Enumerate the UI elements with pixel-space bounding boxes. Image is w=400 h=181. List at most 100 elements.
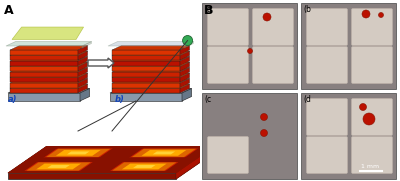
Polygon shape [78,45,88,54]
Polygon shape [78,51,88,60]
Polygon shape [77,146,146,173]
Polygon shape [112,72,180,77]
Circle shape [362,10,370,18]
Polygon shape [10,45,88,50]
Polygon shape [176,146,214,179]
Polygon shape [10,79,88,83]
Polygon shape [47,165,70,168]
Polygon shape [10,61,78,66]
Text: (c: (c [204,95,211,104]
Polygon shape [112,162,176,171]
Polygon shape [112,61,180,66]
Polygon shape [180,73,190,82]
Polygon shape [67,151,90,154]
FancyArrow shape [88,58,114,68]
Polygon shape [24,157,199,162]
Circle shape [260,129,268,136]
Polygon shape [78,56,88,66]
Polygon shape [56,150,101,156]
FancyBboxPatch shape [208,47,248,83]
Polygon shape [132,149,196,157]
Polygon shape [10,51,88,56]
Polygon shape [10,89,78,93]
Polygon shape [112,56,190,61]
Polygon shape [10,56,88,61]
Polygon shape [116,69,176,85]
Polygon shape [112,45,190,50]
Polygon shape [6,41,92,46]
Polygon shape [108,41,194,46]
Polygon shape [180,62,190,71]
Bar [202,93,297,179]
Text: a): a) [8,95,18,104]
Polygon shape [133,165,156,168]
Polygon shape [10,84,88,89]
Polygon shape [182,89,192,101]
Polygon shape [112,83,180,87]
Polygon shape [112,79,190,83]
Circle shape [363,113,375,125]
Polygon shape [26,162,91,171]
Polygon shape [44,146,214,149]
FancyBboxPatch shape [208,136,248,174]
Polygon shape [112,89,180,93]
Polygon shape [112,50,180,54]
Polygon shape [10,73,88,77]
Polygon shape [112,84,190,89]
Text: B: B [204,4,214,17]
Polygon shape [10,62,88,66]
FancyBboxPatch shape [306,98,348,136]
Circle shape [378,12,384,18]
Polygon shape [8,93,80,101]
Polygon shape [10,56,78,60]
Polygon shape [36,164,81,169]
Polygon shape [82,41,92,48]
Polygon shape [112,68,190,72]
Polygon shape [110,93,182,101]
Polygon shape [8,89,90,93]
FancyBboxPatch shape [352,98,392,136]
Polygon shape [180,68,190,77]
Circle shape [248,49,252,54]
Polygon shape [180,45,190,54]
Polygon shape [8,146,214,173]
FancyBboxPatch shape [352,136,392,174]
FancyBboxPatch shape [306,47,348,83]
Polygon shape [78,73,88,82]
Polygon shape [142,150,186,156]
Polygon shape [112,73,190,77]
Bar [301,3,396,89]
Circle shape [360,104,366,110]
Polygon shape [46,149,110,157]
Polygon shape [122,164,167,169]
Text: A: A [4,4,14,17]
Polygon shape [10,50,78,54]
Circle shape [182,35,193,45]
Polygon shape [10,66,78,71]
Polygon shape [112,51,190,56]
Polygon shape [180,51,190,60]
Polygon shape [112,62,190,66]
Polygon shape [110,89,192,93]
Text: (a: (a [204,5,212,14]
Polygon shape [8,146,214,173]
Polygon shape [112,77,180,82]
Circle shape [260,113,268,121]
Polygon shape [112,56,180,60]
Polygon shape [10,77,78,82]
FancyBboxPatch shape [352,47,392,83]
Polygon shape [10,83,78,87]
Polygon shape [10,72,78,77]
Polygon shape [180,84,190,93]
FancyBboxPatch shape [306,9,348,45]
Circle shape [263,13,271,21]
Polygon shape [8,173,176,179]
Text: (d: (d [303,95,311,104]
Text: 1 mm: 1 mm [361,163,379,169]
Polygon shape [180,56,190,66]
Polygon shape [8,146,60,173]
Text: (b: (b [303,5,311,14]
FancyBboxPatch shape [306,136,348,174]
Polygon shape [112,66,180,71]
FancyBboxPatch shape [352,9,392,45]
